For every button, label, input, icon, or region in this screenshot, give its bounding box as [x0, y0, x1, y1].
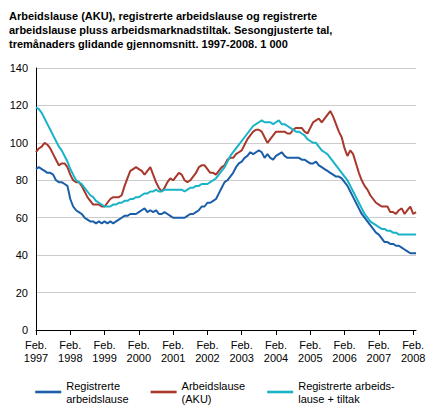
svg-text:1997: 1997: [24, 352, 48, 364]
svg-text:Feb.: Feb.: [162, 339, 184, 351]
svg-text:2002: 2002: [195, 352, 219, 364]
svg-text:Feb.: Feb.: [334, 339, 356, 351]
svg-text:2008: 2008: [401, 352, 425, 364]
svg-text:Registrerte arbeids-: Registrerte arbeids-: [298, 380, 395, 392]
svg-text:lause + tiltak: lause + tiltak: [298, 393, 360, 405]
svg-text:Feb.: Feb.: [25, 339, 47, 351]
svg-text:0: 0: [22, 324, 28, 336]
svg-text:2006: 2006: [332, 352, 356, 364]
svg-text:Feb.: Feb.: [59, 339, 81, 351]
svg-text:tremånaders glidande gjennomsn: tremånaders glidande gjennomsnitt. 1997-…: [9, 38, 288, 50]
svg-text:2007: 2007: [367, 352, 391, 364]
svg-text:Registrerte: Registrerte: [66, 380, 120, 392]
svg-text:Feb.: Feb.: [128, 339, 150, 351]
svg-text:Feb.: Feb.: [94, 339, 116, 351]
svg-text:2004: 2004: [264, 352, 288, 364]
svg-text:20: 20: [16, 287, 28, 299]
svg-text:40: 40: [16, 249, 28, 261]
svg-text:Arbeidslause (AKU), registrert: Arbeidslause (AKU), registrerte arbeidsl…: [9, 10, 317, 22]
svg-text:arbeidslause: arbeidslause: [66, 393, 128, 405]
svg-text:1998: 1998: [58, 352, 82, 364]
svg-text:1999: 1999: [92, 352, 116, 364]
svg-text:Arbeidslause: Arbeidslause: [182, 380, 246, 392]
svg-text:2000: 2000: [127, 352, 151, 364]
svg-text:60: 60: [16, 212, 28, 224]
svg-text:Feb.: Feb.: [299, 339, 321, 351]
svg-text:140: 140: [10, 62, 28, 74]
svg-text:2003: 2003: [229, 352, 253, 364]
svg-text:80: 80: [16, 174, 28, 186]
svg-text:120: 120: [10, 99, 28, 111]
svg-text:Feb.: Feb.: [231, 339, 253, 351]
svg-text:100: 100: [10, 137, 28, 149]
svg-text:2005: 2005: [298, 352, 322, 364]
svg-text:Feb.: Feb.: [196, 339, 218, 351]
svg-text:2001: 2001: [161, 352, 185, 364]
svg-text:Feb.: Feb.: [402, 339, 424, 351]
svg-text:Feb.: Feb.: [265, 339, 287, 351]
svg-text:(AKU): (AKU): [182, 393, 212, 405]
svg-text:arbeidslause pluss arbeidsmark: arbeidslause pluss arbeidsmarknadstiltak…: [9, 24, 332, 36]
svg-text:Feb.: Feb.: [368, 339, 390, 351]
